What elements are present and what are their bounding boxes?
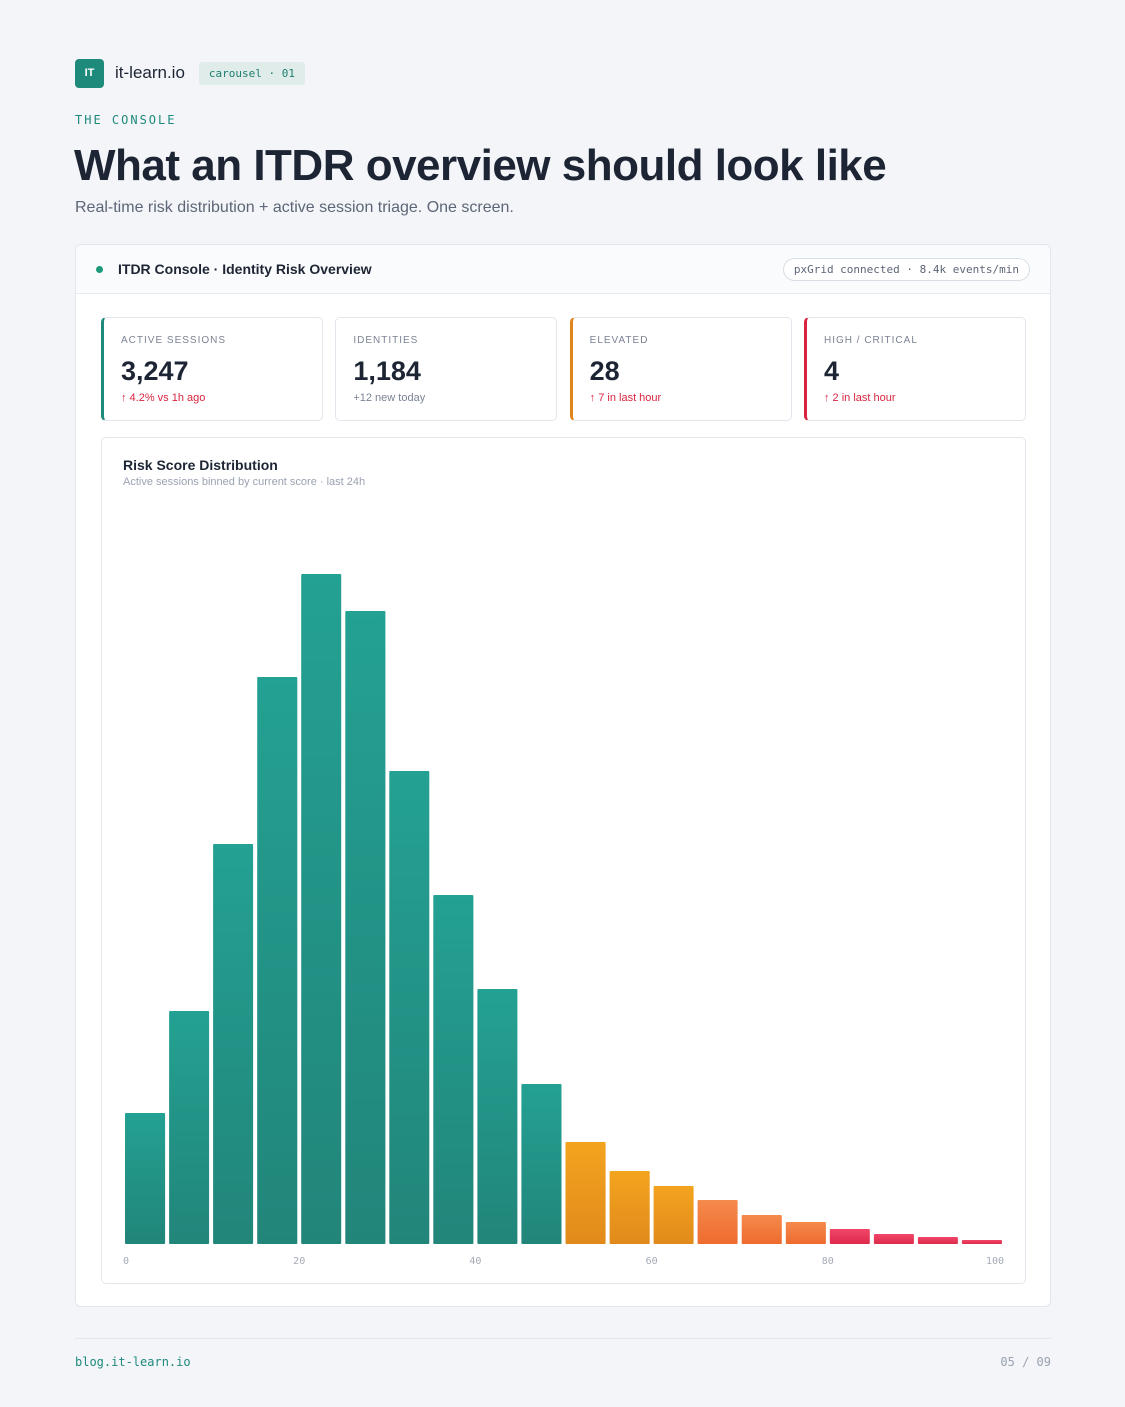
histogram-bar-90[interactable] <box>917 1237 958 1244</box>
stat-card-elevated[interactable]: ELEVATED 28 ↑ 7 in last hour <box>569 317 792 421</box>
histogram-bar-5[interactable] <box>169 1011 210 1244</box>
x-tick-label: 60 <box>646 1256 658 1267</box>
chart-title: Risk Score Distribution <box>123 457 278 473</box>
histogram-bar-15[interactable] <box>257 677 298 1244</box>
stat-value: 28 <box>589 356 620 386</box>
x-tick-label: 20 <box>293 1256 305 1267</box>
x-tick-label: 0 <box>123 1256 129 1267</box>
histogram-bar-30[interactable] <box>389 771 430 1244</box>
brand: IT it-learn.io carousel · 01 <box>75 58 306 88</box>
page-counter: 05 / 09 <box>1000 1355 1051 1369</box>
histogram-bar-10[interactable] <box>213 844 254 1244</box>
histogram-bar-95[interactable] <box>961 1240 1002 1244</box>
histogram-bar-50[interactable] <box>565 1142 606 1244</box>
stat-delta: ↑ 2 in last hour <box>823 392 896 404</box>
stat-label: ACTIVE SESSIONS <box>121 335 227 346</box>
stat-value: 1,184 <box>353 356 421 386</box>
panel-header: ITDR Console · Identity Risk Overview px… <box>76 245 1050 294</box>
stat-label: ELEVATED <box>589 335 649 346</box>
connection-badge: pxGrid connected · 8.4k events/min <box>782 258 1030 281</box>
page-subtitle: Real-time risk distribution + active ses… <box>75 199 514 216</box>
stat-cards: ACTIVE SESSIONS 3,247 ↑ 4.2% vs 1h ago I… <box>101 317 1026 421</box>
histogram-bar-55[interactable] <box>609 1171 650 1244</box>
histogram-bar-60[interactable] <box>653 1186 694 1244</box>
histogram-bar-75[interactable] <box>785 1222 826 1244</box>
panel-title: ITDR Console · Identity Risk Overview <box>118 261 372 277</box>
histogram-bar-45[interactable] <box>521 1084 562 1244</box>
footer-divider <box>75 1338 1051 1339</box>
stat-card-high-critical[interactable]: HIGH / CRITICAL 4 ↑ 2 in last hour <box>803 317 1026 421</box>
carousel-chip: carousel · 01 <box>198 61 306 85</box>
stat-label: IDENTITIES <box>353 335 419 346</box>
status-dot-icon <box>96 266 103 273</box>
brand-name[interactable]: it-learn.io <box>115 63 185 82</box>
histogram-bar-85[interactable] <box>873 1234 914 1244</box>
x-tick-label: 100 <box>986 1256 1004 1267</box>
histogram-bar-0[interactable] <box>125 1113 166 1244</box>
eyebrow: THE CONSOLE <box>75 113 177 127</box>
stat-card-identities[interactable]: IDENTITIES 1,184 +12 new today <box>335 317 558 421</box>
console-panel: ITDR Console · Identity Risk Overview px… <box>75 244 1051 1307</box>
histogram-bar-40[interactable] <box>477 989 518 1244</box>
histogram-bar-35[interactable] <box>433 895 474 1244</box>
chart-subtitle: Active sessions binned by current score … <box>123 476 366 488</box>
stat-delta: ↑ 7 in last hour <box>589 392 662 404</box>
brand-logo: IT <box>75 58 104 88</box>
footer-url[interactable]: blog.it-learn.io <box>75 1355 191 1369</box>
page-title: What an ITDR overview should look like <box>74 141 887 190</box>
histogram-bar-65[interactable] <box>697 1200 738 1244</box>
stat-delta: +12 new today <box>353 392 426 404</box>
histogram-bar-70[interactable] <box>741 1215 782 1244</box>
stat-delta: ↑ 4.2% vs 1h ago <box>121 392 206 404</box>
stat-value: 3,247 <box>121 356 189 386</box>
histogram-bar-20[interactable] <box>301 574 342 1244</box>
stat-label: HIGH / CRITICAL <box>823 335 918 346</box>
risk-histogram: 0 20 40 60 80 100 <box>123 574 1004 1267</box>
stat-value: 4 <box>823 356 840 386</box>
histogram-bar-80[interactable] <box>829 1229 870 1244</box>
histogram-bar-25[interactable] <box>345 611 386 1244</box>
x-tick-label: 40 <box>469 1256 481 1267</box>
stat-card-active-sessions[interactable]: ACTIVE SESSIONS 3,247 ↑ 4.2% vs 1h ago <box>101 317 323 421</box>
x-tick-label: 80 <box>822 1256 834 1267</box>
risk-distribution-card: Risk Score Distribution Active sessions … <box>101 437 1026 1284</box>
